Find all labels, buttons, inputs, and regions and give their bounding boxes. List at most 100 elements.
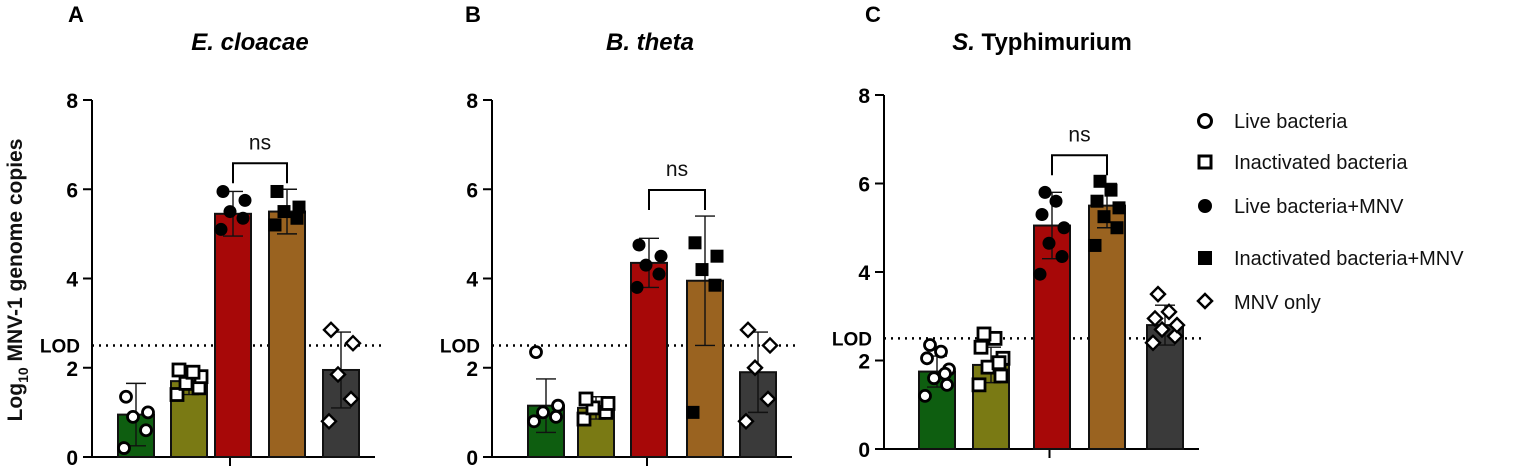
data-point (652, 267, 666, 281)
data-point (268, 218, 282, 232)
data-point (1104, 183, 1118, 197)
bar (268, 210, 306, 458)
data-point (117, 441, 131, 455)
data-point (119, 389, 133, 404)
legend-marker-circle-open (1197, 113, 1213, 129)
data-point (238, 193, 252, 207)
data-point (976, 326, 992, 342)
legend-marker-circle-filled (1198, 199, 1212, 213)
panel-b: B B. theta 0 2 4 6 8 LOD ns (440, 2, 798, 470)
significance-label: ns (666, 158, 688, 181)
data-point (1110, 221, 1124, 235)
legend-marker-square-filled (1198, 251, 1212, 265)
data-point (1160, 303, 1178, 321)
data-point (600, 396, 616, 411)
y-axis-label-sub: 10 (15, 367, 31, 383)
panel-c: C S. Typhimurium 0 2 4 6 8 LOD ns (832, 2, 1205, 462)
data-point (1055, 250, 1069, 264)
data-point (1112, 201, 1126, 215)
panel-title-italic: B. theta (606, 29, 694, 56)
data-point (746, 359, 764, 377)
data-point (292, 200, 306, 214)
bar (214, 212, 252, 458)
legend-label: Live bacteria+MNV (1234, 196, 1404, 218)
data-point (1042, 236, 1056, 250)
data-point (710, 249, 724, 263)
y-tick-label: 4 (66, 269, 78, 292)
data-point (169, 387, 185, 402)
legend-label: Inactivated bacteria+MNV (1234, 248, 1464, 270)
data-point (920, 351, 934, 366)
data-point (527, 414, 541, 429)
data-point (549, 409, 563, 424)
legend-label: Inactivated bacteria (1234, 152, 1408, 174)
data-point (991, 355, 1007, 371)
legend-marker-diamond-open (1196, 292, 1214, 310)
panel-letter: A (68, 2, 84, 27)
data-point (344, 334, 362, 352)
data-point (290, 211, 304, 225)
data-point (686, 405, 700, 419)
y-tick-label: 2 (66, 358, 78, 381)
y-tick-label: 0 (66, 447, 78, 470)
data-point (216, 184, 230, 198)
data-point (993, 368, 1009, 384)
data-point (630, 280, 644, 294)
data-point (536, 405, 550, 420)
data-point (927, 371, 941, 386)
data-point (329, 365, 347, 384)
legend-marker-square-open (1197, 154, 1213, 170)
data-point (1049, 194, 1063, 208)
panel-title: S. Typhimurium (952, 29, 1132, 56)
data-point (1146, 309, 1164, 328)
data-point (141, 405, 155, 420)
y-tick-label: 8 (858, 85, 870, 108)
data-point (1033, 267, 1047, 281)
legend-label: MNV only (1234, 292, 1321, 314)
data-point (973, 339, 989, 355)
data-point (739, 321, 757, 339)
data-point (270, 184, 284, 198)
data-point (938, 366, 952, 381)
legend-item-inactivated-mnv: Inactivated bacteria+MNV (1198, 248, 1464, 270)
y-axis-label: Log10 MNV-1 genome copies (4, 139, 31, 422)
y-tick-label: 8 (66, 90, 78, 113)
y-tick-label: 6 (466, 179, 478, 202)
y-tick-label: 8 (466, 90, 478, 113)
data-point (1168, 316, 1186, 334)
data-point (1144, 334, 1162, 352)
data-point (934, 344, 948, 359)
data-point (551, 398, 565, 413)
significance-label: ns (1068, 123, 1090, 146)
panel-title: B. theta (606, 29, 694, 56)
lod-label: LOD (832, 329, 872, 350)
data-point (1149, 285, 1167, 303)
legend-item-inactivated: Inactivated bacteria (1197, 152, 1408, 174)
data-point (342, 390, 360, 408)
significance-label: ns (249, 131, 271, 154)
lod-label: LOD (440, 336, 480, 357)
data-point (918, 388, 932, 403)
data-point (1090, 194, 1104, 208)
data-point (923, 338, 937, 352)
data-point (214, 222, 228, 236)
data-point (223, 205, 237, 219)
y-tick-label: 4 (466, 269, 478, 292)
data-point (277, 205, 291, 219)
legend-label: Live bacteria (1234, 111, 1348, 133)
legend-item-live-mnv: Live bacteria+MNV (1198, 196, 1404, 218)
legend-item-mnv-only: MNV only (1196, 292, 1321, 314)
y-axis-label-rest: MNV-1 genome copies (4, 139, 27, 368)
legend-item-live: Live bacteria (1197, 111, 1348, 133)
data-point (171, 362, 187, 378)
panel-title: E. cloacae (191, 29, 308, 56)
data-point (578, 391, 594, 407)
panel-title-italic: E. cloacae (191, 29, 308, 56)
y-tick-label: 4 (858, 262, 870, 285)
data-point (576, 411, 592, 427)
y-tick-label: 0 (466, 447, 478, 470)
data-point (632, 238, 646, 252)
data-point (320, 412, 338, 430)
data-point (639, 258, 653, 272)
